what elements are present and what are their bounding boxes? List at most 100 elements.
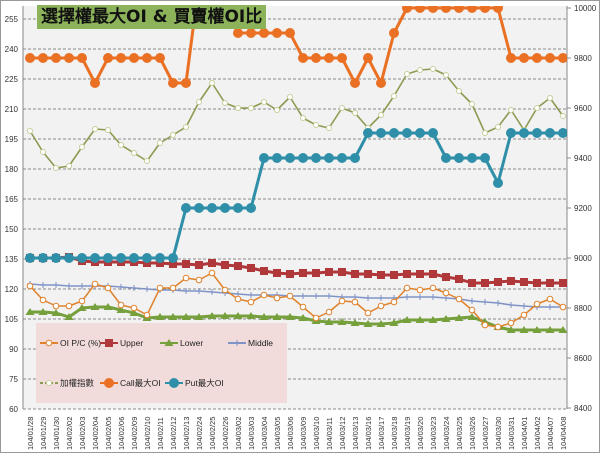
left-tick-label: 60 [9,405,18,414]
series-6-point [129,253,139,263]
series-5-point [493,6,503,13]
legend-swatch-marker [169,378,179,388]
x-tick-label: 104/03/31 [507,417,516,450]
series-0-point [533,300,541,308]
right-tick-label: 9000 [574,254,592,263]
x-tick-label: 104/03/10 [312,417,321,450]
right-tick-label: 10000 [574,4,597,13]
series-4-point [313,122,319,128]
series-2-point [337,318,347,325]
series-5-point [441,6,451,13]
series-0-point [286,292,294,300]
right-tick-label: 9600 [574,104,592,113]
x-tick-label: 104/03/26 [468,417,477,450]
x-tick-label: 104/04/07 [546,417,555,450]
x-tick-label: 104/01/29 [39,417,48,450]
series-3-point [40,282,46,288]
series-6-point [142,253,152,263]
right-tick-label: 8400 [574,404,592,413]
series-0-point [143,311,151,319]
x-tick-label: 104/03/06 [286,417,295,450]
series-6-point [77,253,87,263]
series-6-point [246,203,256,213]
series-2-point [389,319,399,326]
series-3-point [53,282,59,288]
series-0-point [312,314,320,322]
series-5-point [259,28,269,38]
x-tick-label: 104/02/13 [182,417,191,450]
series-1-point [247,264,255,272]
left-tick-label: 90 [9,345,18,354]
x-tick-label: 104/02/10 [143,417,152,450]
series-4-point [79,144,85,150]
series-5-point [545,53,555,63]
series-3-point [495,300,501,306]
series-1-point [325,268,333,276]
series-6-point [298,153,308,163]
legend-label: Call最大OI [120,378,161,388]
series-5-point [415,6,425,13]
series-1-point [351,270,359,278]
series-4-point [469,101,475,107]
series-2-point [103,303,113,310]
series-4-point [53,165,59,171]
series-0-point [481,321,489,329]
series-5-point [129,53,139,63]
series-3-point [430,294,436,300]
series-4-point [352,110,358,116]
series-3-point [118,284,124,290]
series-3-point [417,294,423,300]
series-5-point [350,78,360,88]
series-0-point [260,291,268,299]
series-3-point [183,288,189,294]
series-6-point [337,153,347,163]
series-2-point [441,315,451,322]
series-2-point [90,303,100,310]
series-0-point [195,276,203,284]
series-4-point [560,113,566,119]
series-2-point [116,306,126,313]
series-4-point [235,105,241,111]
series-0-point [338,297,346,305]
series-6-point [454,153,464,163]
x-tick-label: 104/03/30 [494,417,503,450]
series-0-point [559,303,567,311]
series-6-point [441,153,451,163]
x-tick-label: 104/03/03 [247,417,256,450]
series-5-point [25,53,35,63]
series-4-point [456,88,462,94]
series-0-point [325,308,333,316]
series-5-point [389,28,399,38]
x-tick-label: 104/03/24 [442,417,451,450]
series-3-point [404,294,410,300]
series-1-point [221,261,229,269]
series-6-point [506,128,516,138]
series-6-point [402,128,412,138]
chart-title: 選擇權最大OI & 買賣權OI比 [37,5,267,29]
series-2-point [545,326,555,333]
legend-swatch-marker [234,340,240,346]
series-2-point [207,312,217,319]
series-2-point [415,316,425,323]
x-tick-label: 104/02/03 [78,417,87,450]
left-tick-label: 225 [5,75,19,84]
series-0-point [364,309,372,317]
series-0-point [104,284,112,292]
series-6-point [480,153,490,163]
series-5-point [376,78,386,88]
legend-label: OI P/C (%) [60,338,101,348]
series-2-point [38,308,48,315]
series-1-point [468,279,476,287]
series-2-point [376,320,386,327]
series-4-point [196,99,202,105]
series-4-point [92,126,98,132]
series-2-point [285,313,295,320]
series-4-point [430,66,436,72]
series-0-point [91,280,99,288]
left-tick-label: 180 [5,165,19,174]
series-4-line [29,68,564,169]
x-tick-label: 104/02/24 [195,417,204,450]
series-0-point [442,289,450,297]
series-3-point [144,286,150,292]
left-tick-label: 195 [5,135,19,144]
